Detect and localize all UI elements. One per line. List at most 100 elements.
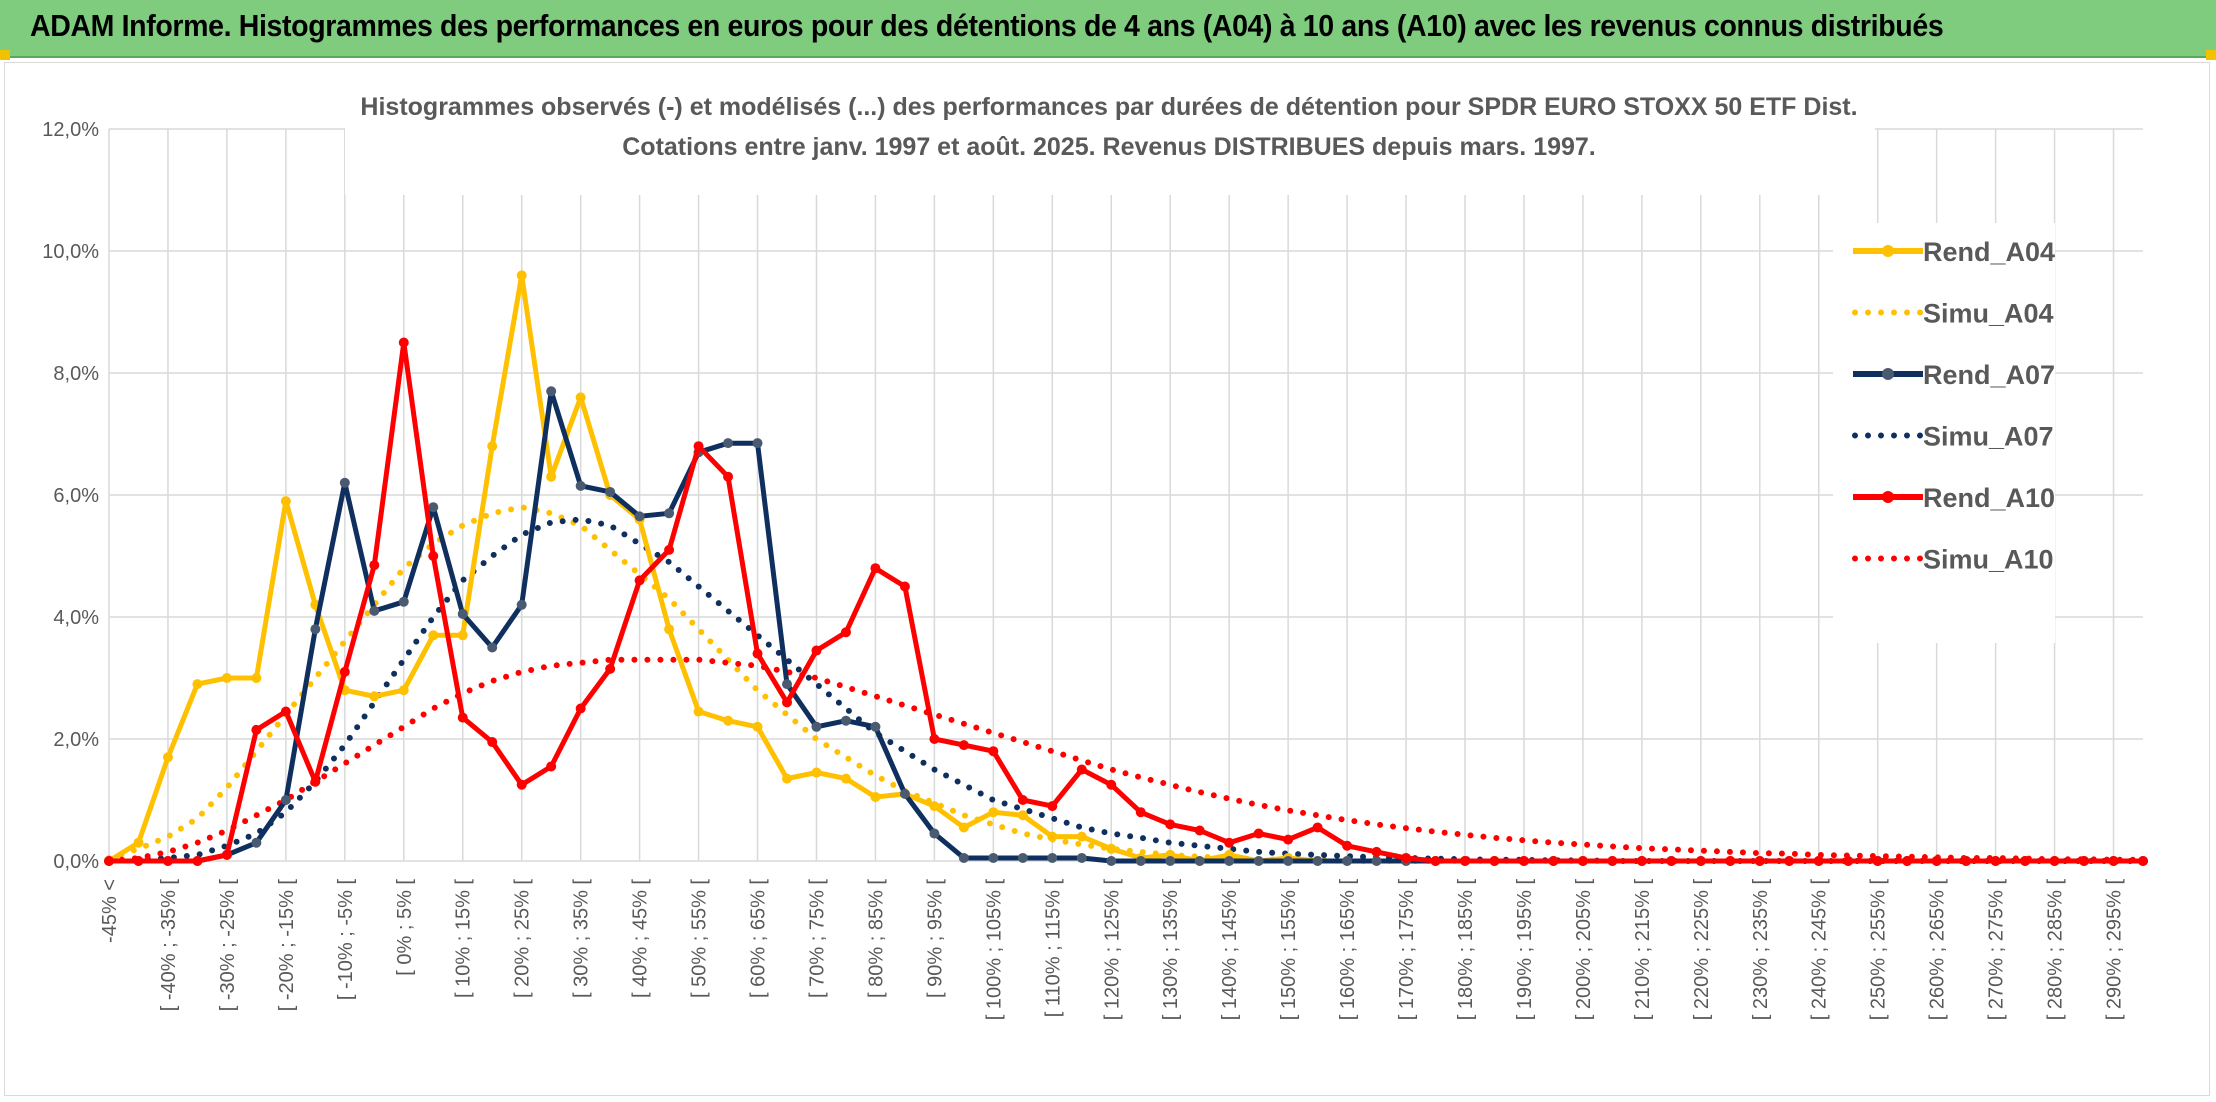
data-point-rend-a07 [723,438,734,449]
data-point-rend-a10 [1135,807,1146,818]
data-point-rend-a04 [752,721,763,732]
legend-label-rend-a07: Rend_A07 [1923,360,2055,390]
data-point-rend-a10 [1990,856,2001,866]
x-tick-label: [ 230% ; 235% [ [1750,879,1772,1021]
data-point-rend-a10 [1165,819,1176,830]
data-point-rend-a10 [664,544,675,555]
x-tick-label: [ 50% ; 55% [ [689,879,711,998]
data-point-rend-a10 [1636,856,1647,866]
data-point-rend-a07 [1342,856,1353,866]
x-tick-label: [ 40% ; 45% [ [630,879,652,998]
data-point-rend-a10 [1371,846,1382,857]
data-point-rend-a10 [2049,856,2060,866]
data-point-rend-a10 [2079,856,2090,866]
data-point-rend-a04 [840,773,851,784]
x-tick-label: -45% < [99,879,121,943]
data-point-rend-a10 [1931,856,1942,866]
chart-title: Histogrammes observés (-) et modélisés (… [360,93,1857,121]
data-point-rend-a04 [280,496,291,507]
legend-label-simu-a10: Simu_A10 [1923,545,2054,575]
data-point-rend-a07 [428,502,439,513]
data-point-rend-a10 [870,563,881,574]
x-tick-label: [ -20% ; -15% [ [276,879,298,1012]
data-point-rend-a10 [398,337,409,348]
x-tick-label: [ 80% ; 85% [ [865,879,887,998]
data-point-rend-a07 [899,788,910,799]
data-point-rend-a10 [1725,856,1736,866]
x-tick-label: [ 120% ; 125% [ [1101,879,1123,1021]
data-point-rend-a10 [1401,852,1412,863]
data-point-rend-a10 [2108,856,2119,866]
data-point-rend-a07 [840,715,851,726]
data-point-rend-a04 [958,822,969,833]
data-point-rend-a10 [782,697,792,708]
data-point-rend-a07 [1371,856,1382,866]
data-point-rend-a10 [2020,856,2031,866]
x-tick-label: [ 160% ; 165% [ [1337,879,1359,1021]
data-point-rend-a10 [1843,856,1854,866]
data-point-rend-a10 [1430,856,1441,866]
data-point-rend-a10 [1224,837,1235,848]
y-tick-label: 10,0% [42,241,99,263]
data-point-rend-a04 [1076,831,1087,842]
x-tick-label: [ 100% ; 105% [ [983,879,1005,1021]
data-point-rend-a04 [870,791,881,802]
data-point-rend-a04 [133,837,144,848]
data-point-rend-a07 [782,679,792,690]
x-tick-label: [ 170% ; 175% [ [1396,879,1418,1021]
legend-backdrop [1833,223,2055,643]
x-tick-label: [ 200% ; 205% [ [1573,879,1595,1021]
y-tick-label: 4,0% [53,607,99,629]
data-point-rend-a10 [1312,822,1323,833]
chart-title-block: Histogrammes observés (-) et modélisés (… [345,85,1875,195]
x-tick-label: [ 270% ; 275% [ [1986,879,2008,1021]
data-point-rend-a10 [811,645,822,656]
x-tick-label: [ 150% ; 155% [ [1278,879,1300,1021]
data-point-rend-a10 [1047,801,1058,812]
legend: Rend_A04 Simu_A04 Rend_A07 Simu_A07 Rend_A10… [1833,223,2055,643]
report-title: ADAM Informe. Histogrammes des performan… [30,8,1944,43]
data-point-rend-a10 [634,575,645,586]
data-point-rend-a10 [1695,856,1706,866]
data-point-rend-a07 [1076,852,1087,863]
data-point-rend-a10 [1784,856,1795,866]
data-point-rend-a07 [1194,856,1205,866]
y-axis-ticks: 0,0% 2,0% 4,0% 6,0% 8,0% 10,0% 12,0% [42,119,99,873]
data-point-rend-a04 [162,752,173,763]
legend-label-simu-a04: Simu_A04 [1923,299,2054,329]
data-point-rend-a10 [752,648,763,659]
x-tick-label: [ -40% ; -35% [ [158,879,180,1012]
legend-label-simu-a07: Simu_A07 [1923,422,2054,452]
data-point-rend-a10 [546,761,557,772]
data-point-rend-a10 [251,724,262,735]
data-point-rend-a10 [840,627,851,638]
x-tick-label: [ 210% ; 215% [ [1632,879,1654,1021]
data-point-rend-a10 [133,856,144,866]
data-point-rend-a07 [310,624,321,635]
data-point-rend-a10 [1342,840,1353,851]
y-tick-label: 12,0% [42,119,99,141]
data-point-rend-a04 [929,801,940,812]
data-point-rend-a10 [988,746,999,757]
x-tick-label: [ 110% ; 115% [ [1042,879,1064,1018]
data-point-rend-a10 [310,776,321,787]
grid-layer [108,128,2143,862]
data-point-rend-a04 [1047,831,1058,842]
data-point-rend-a10 [1460,856,1470,866]
data-point-rend-a07 [1312,856,1323,866]
x-tick-label: [ 190% ; 195% [ [1514,879,1536,1021]
data-point-rend-a10 [457,712,468,723]
data-point-rend-a04 [192,679,203,690]
data-point-rend-a07 [605,486,616,497]
y-tick-label: 6,0% [53,485,99,507]
x-tick-label: [ 30% ; 35% [ [571,879,593,998]
data-point-rend-a10 [339,666,350,677]
data-point-rend-a10 [958,740,969,751]
data-point-rend-a04 [221,673,232,683]
series-layer [104,270,2148,866]
x-tick-label: [ 280% ; 285% [ [2045,879,2067,1021]
data-point-rend-a10 [575,703,586,714]
data-point-rend-a07 [1017,852,1028,863]
data-point-rend-a04 [811,767,822,778]
